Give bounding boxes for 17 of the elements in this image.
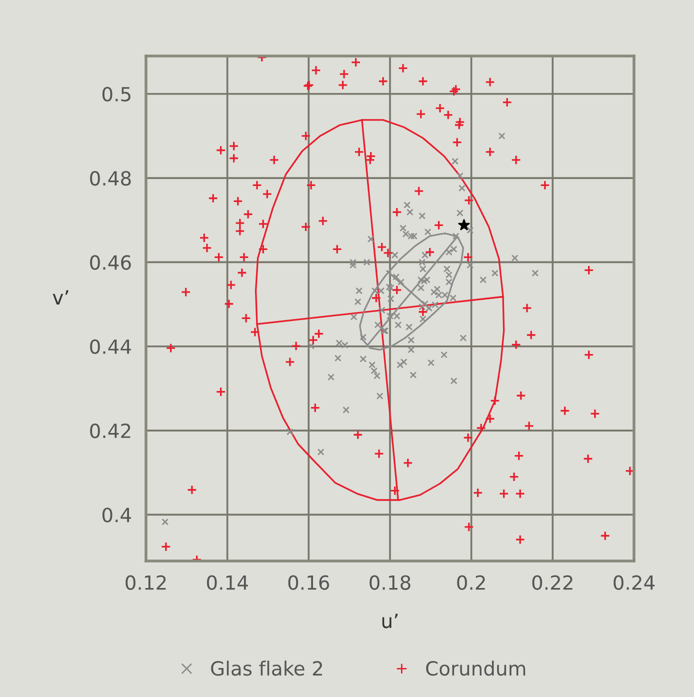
x-tick-label: 0.16 <box>288 575 330 590</box>
legend-label: Corundum <box>426 660 526 676</box>
x-tick-label: 0.14 <box>206 575 248 590</box>
y-axis-title: v’ <box>52 290 68 304</box>
y-tick-label: 0.4 <box>102 508 132 522</box>
y-tick-label: 0.5 <box>102 86 130 102</box>
y-tick-label: 0.46 <box>90 255 131 270</box>
legend-label: Glas flake 2 <box>211 660 322 676</box>
x-tick-label: 0.2 <box>457 575 485 590</box>
x-tick-label: 0.18 <box>370 575 410 590</box>
x-tick-label: 0.12 <box>126 575 166 590</box>
x-tick-label: 0.22 <box>532 575 572 590</box>
y-tick-label: 0.48 <box>90 171 131 186</box>
y-tick-label: 0.42 <box>90 424 130 438</box>
y-tick-label: 0.44 <box>90 339 132 354</box>
x-axis-title: u’ <box>382 614 398 628</box>
x-tick-label: 0.24 <box>614 575 655 590</box>
